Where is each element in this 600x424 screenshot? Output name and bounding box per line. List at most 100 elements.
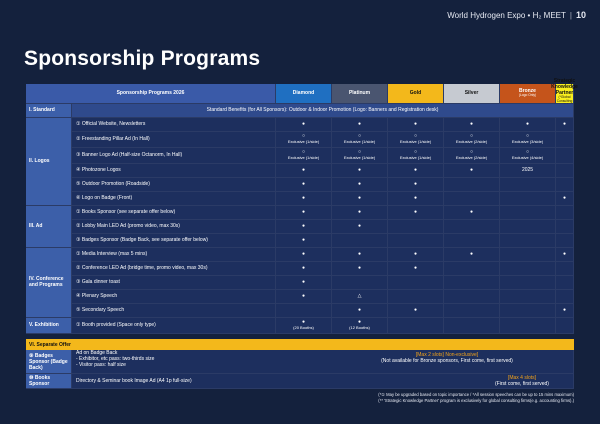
empty-cell [556,262,574,276]
empty-cell [500,192,556,206]
offer-books-note: (First come, first served) [495,381,549,387]
empty-cell [276,304,332,318]
item-badges-sponsor: ③ Badges Sponsor (Badge Back, see separa… [72,234,276,248]
item-pillar-ad: ② Freestanding Pillar Ad (In Hall) [72,132,276,148]
empty-cell [332,276,388,290]
mark: ○ [525,133,530,140]
offer-badges-slots: [Max 2 slots] Non-exclusive] [415,352,479,358]
col-platinum: Platinum [332,84,388,104]
table-header-label: Sponsorship Programs 2026 [26,84,276,104]
item-secondary-speech: ⑤ Secondary Speech [72,304,276,318]
item-plenary-speech: ④ Plenary Speech [72,290,276,304]
mark: ○ [469,133,474,140]
cat-conference: IV. Conference and Programs [26,248,72,318]
col-strategic: Strategic Knowledge Partner (*Global Con… [551,78,578,107]
mark: ● [357,319,362,326]
empty-cell [500,318,556,334]
mark: ○ [413,149,418,156]
empty-cell [444,318,500,334]
col-bronze: Bronze (Logo Only) [500,84,556,104]
mark: ○ [301,149,306,156]
mark: ● [332,206,388,220]
mark-note: Exclusive (1/side) [343,155,376,161]
offer-badges-line2: - Exhibitor, etc pass: two-thirds size [76,356,155,362]
mark: ● [388,164,444,178]
empty-cell [444,234,500,248]
col-bronze-sub: (Logo Only) [518,93,537,98]
mark: ● [332,262,388,276]
col-bronze-label: Bronze [519,87,536,94]
mark: ● [388,304,444,318]
offer-books-terms: [Max 4 slots] (First come, first served) [482,375,562,387]
offer-badges-terms: [Max 2 slots] Non-exclusive] (Not availa… [327,352,567,364]
col-strategic-label: Strategic Knowledge Partner [551,78,578,96]
mark-cell: ○ Exclusive (3/side) [500,132,556,148]
empty-cell [444,290,500,304]
mark: ● [276,262,332,276]
mark: ● [332,192,388,206]
mark: ● [301,319,306,326]
mark-cell: ○ Exclusive (2/side) [444,148,500,164]
mark: ● [332,164,388,178]
mark: ● [276,276,332,290]
mark: ● [332,178,388,192]
empty-cell [500,206,556,220]
item-website: ① Official Website, Newsletters [72,118,276,132]
empty-cell [556,206,574,220]
mark-cell: ○ Exclusive (1/side) [332,148,388,164]
mark-cell: ● (12 Booths) [332,318,388,334]
empty-cell [444,304,500,318]
empty-cell [556,290,574,304]
offer-badges-label: ⑨ Badges Sponsor (Badge Back) [26,350,72,374]
mark: ● [388,192,444,206]
empty-cell [500,234,556,248]
footnote-2: (** 'Strategic Knowledge Partner' progra… [378,397,574,403]
empty-cell [388,276,444,290]
empty-cell [556,132,574,148]
item-lobby-led: ② Lobby Main LED Ad (promo video, max 30… [72,220,276,234]
empty-cell [500,178,556,192]
mark: ● [276,220,332,234]
cat-exhibition: V. Exhibition [26,318,72,334]
mark-cell: ● (20 Booths) [276,318,332,334]
mark-note: Exclusive (1/side) [399,139,432,145]
mark: ○ [525,149,530,156]
item-outdoor: ⑤ Outdoor Promotion (Roadside) [72,178,276,192]
empty-cell [556,234,574,248]
offer-badges-line1: Ad on Badge Back [76,350,118,356]
mark-note: Exclusive (3/side) [511,139,544,145]
mark: ○ [301,133,306,140]
empty-cell [500,304,556,318]
empty-cell [388,234,444,248]
header-title: World Hydrogen Expo • H₂ MEET [447,10,566,20]
empty-cell [556,276,574,290]
empty-cell [556,318,574,334]
item-banner-logo: ③ Banner Logo Ad (Half-size Octanorm, In… [72,148,276,164]
mark: ● [276,178,332,192]
mark: ● [556,118,574,132]
empty-cell [500,248,556,262]
empty-cell [556,220,574,234]
mark-note: Exclusive (1/side) [287,155,320,161]
mark: ● [276,118,332,132]
empty-cell [556,178,574,192]
empty-cell [556,148,574,164]
mark: ● [556,248,574,262]
empty-cell [388,318,444,334]
mark-cell: ○ Exclusive (1/side) [276,132,332,148]
cat-standard: I. Standard [26,104,72,118]
empty-cell [500,276,556,290]
mark-year: 2025 [500,164,556,178]
item-conference-led: ② Conference LED Ad (bridge time, promo … [72,262,276,276]
standard-desc: Standard Benefits (for All Sponsors): Ou… [72,104,574,118]
separate-offer-header: VI. Separate Offer [26,339,574,350]
mark: ● [276,248,332,262]
mark: ○ [357,149,362,156]
empty-cell [388,220,444,234]
offer-badges-note: (Not available for Bronze sponsors, Firs… [381,358,513,364]
footnote-1: (*① May be upgraded based on topic impor… [378,392,574,397]
mark: ● [332,304,388,318]
mark-cell: ○ Exclusive (1/side) [388,148,444,164]
empty-cell [444,276,500,290]
cat-ad: III. Ad [26,206,72,248]
